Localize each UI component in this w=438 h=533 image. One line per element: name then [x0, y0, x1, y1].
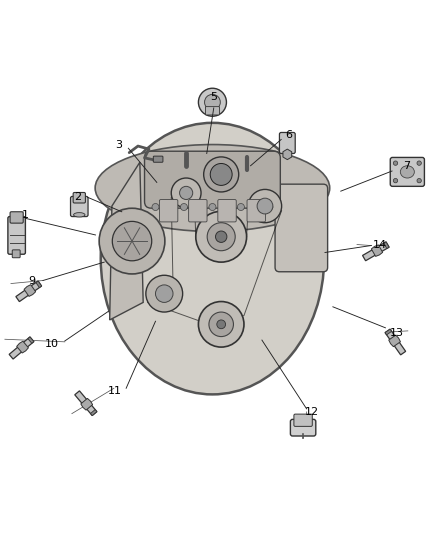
Circle shape — [198, 302, 244, 347]
FancyBboxPatch shape — [218, 199, 236, 222]
FancyBboxPatch shape — [279, 133, 295, 154]
Circle shape — [99, 208, 165, 274]
Circle shape — [209, 204, 216, 211]
Circle shape — [210, 164, 232, 185]
Circle shape — [152, 204, 159, 211]
Circle shape — [248, 189, 282, 223]
Ellipse shape — [101, 123, 324, 394]
Polygon shape — [363, 242, 389, 261]
Circle shape — [215, 231, 227, 243]
Polygon shape — [24, 285, 35, 296]
Text: 10: 10 — [45, 340, 59, 350]
Circle shape — [180, 187, 193, 199]
FancyBboxPatch shape — [159, 199, 178, 222]
Polygon shape — [28, 337, 34, 343]
Circle shape — [217, 320, 226, 329]
Circle shape — [237, 204, 244, 211]
Circle shape — [204, 157, 239, 192]
Polygon shape — [36, 281, 42, 288]
Text: 2: 2 — [74, 192, 81, 203]
Circle shape — [393, 179, 398, 183]
Circle shape — [112, 221, 152, 261]
FancyBboxPatch shape — [275, 184, 328, 272]
FancyBboxPatch shape — [189, 199, 207, 222]
Polygon shape — [385, 329, 392, 335]
FancyBboxPatch shape — [153, 156, 163, 162]
Circle shape — [196, 211, 247, 262]
Ellipse shape — [74, 213, 85, 217]
Circle shape — [417, 161, 421, 165]
Polygon shape — [17, 341, 28, 353]
Polygon shape — [389, 335, 400, 346]
FancyBboxPatch shape — [12, 250, 20, 258]
Polygon shape — [91, 409, 97, 416]
Polygon shape — [283, 149, 292, 159]
Ellipse shape — [400, 166, 414, 178]
FancyBboxPatch shape — [290, 419, 316, 436]
Circle shape — [257, 198, 273, 214]
Polygon shape — [16, 281, 42, 302]
Circle shape — [209, 312, 233, 336]
Circle shape — [417, 179, 421, 183]
Circle shape — [207, 223, 235, 251]
Text: 11: 11 — [108, 386, 122, 397]
Polygon shape — [9, 337, 34, 359]
FancyBboxPatch shape — [247, 199, 265, 222]
Text: 3: 3 — [116, 140, 123, 150]
Polygon shape — [371, 245, 383, 256]
Text: 14: 14 — [373, 240, 387, 251]
Text: 12: 12 — [305, 407, 319, 417]
FancyBboxPatch shape — [205, 107, 219, 115]
FancyBboxPatch shape — [390, 157, 424, 187]
Circle shape — [393, 161, 398, 165]
Circle shape — [155, 285, 173, 302]
Text: 9: 9 — [28, 276, 35, 286]
Polygon shape — [75, 391, 97, 416]
FancyBboxPatch shape — [294, 414, 312, 426]
Circle shape — [146, 275, 183, 312]
Circle shape — [266, 204, 273, 211]
Text: 1: 1 — [22, 210, 29, 220]
FancyBboxPatch shape — [8, 216, 25, 254]
Polygon shape — [81, 398, 92, 410]
FancyBboxPatch shape — [145, 151, 280, 208]
FancyBboxPatch shape — [73, 192, 85, 203]
Text: 5: 5 — [210, 92, 217, 102]
FancyBboxPatch shape — [71, 197, 88, 216]
Polygon shape — [110, 162, 143, 320]
Circle shape — [180, 204, 187, 211]
Circle shape — [198, 88, 226, 116]
Polygon shape — [384, 242, 389, 248]
Ellipse shape — [95, 144, 330, 231]
Text: 13: 13 — [389, 328, 403, 338]
Text: 7: 7 — [403, 161, 410, 171]
Polygon shape — [385, 329, 406, 355]
Circle shape — [171, 178, 201, 208]
Text: 6: 6 — [286, 130, 293, 140]
Circle shape — [205, 94, 220, 110]
FancyBboxPatch shape — [10, 212, 23, 223]
